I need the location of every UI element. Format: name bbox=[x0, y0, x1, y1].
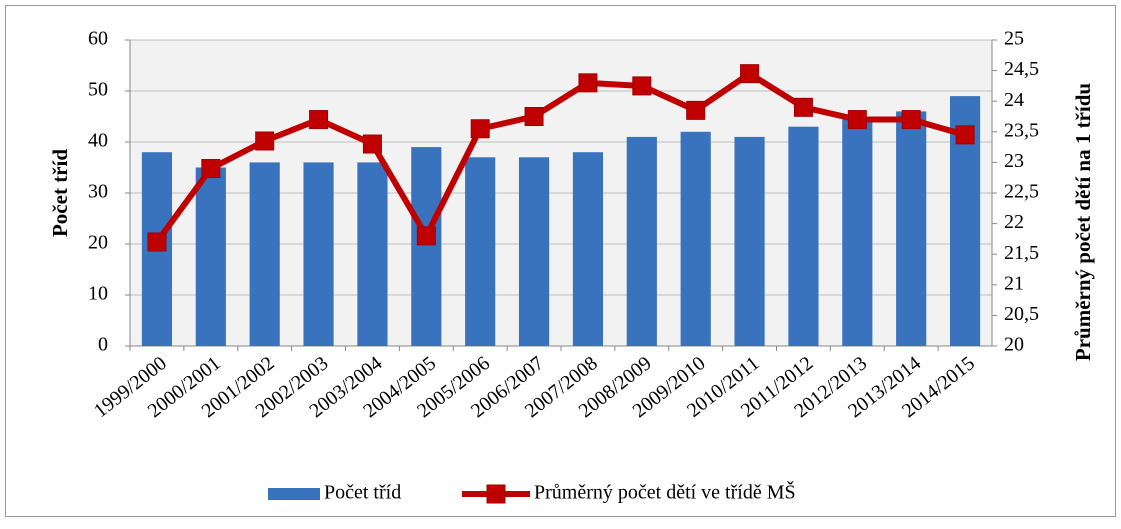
bar bbox=[572, 152, 604, 346]
y2-tick-label: 23 bbox=[1004, 150, 1024, 172]
y-tick-label: 60 bbox=[88, 28, 108, 50]
y2-tick-label: 24 bbox=[1004, 89, 1024, 111]
bar bbox=[357, 162, 388, 346]
line-marker bbox=[524, 107, 544, 126]
bar bbox=[249, 162, 280, 346]
line-marker bbox=[632, 76, 652, 96]
bar bbox=[518, 157, 550, 346]
y2-tick-label: 23,5 bbox=[1004, 119, 1039, 141]
line-marker bbox=[847, 110, 867, 130]
line-marker bbox=[255, 131, 275, 151]
line-marker bbox=[901, 110, 921, 130]
legend-label: Průměrný počet dětí ve třídě MŠ bbox=[534, 480, 796, 504]
line-marker bbox=[793, 97, 813, 117]
bar bbox=[680, 131, 711, 346]
line-marker bbox=[147, 232, 167, 252]
line-marker bbox=[416, 226, 436, 246]
y2-tick-label: 20 bbox=[1004, 334, 1024, 356]
bar bbox=[303, 162, 334, 346]
legend-marker bbox=[486, 484, 506, 504]
y2-tick-label: 20,5 bbox=[1004, 303, 1039, 325]
line-marker bbox=[578, 73, 598, 93]
line-marker bbox=[740, 64, 760, 84]
bar bbox=[626, 136, 657, 346]
y2-tick-label: 24,5 bbox=[1004, 58, 1039, 80]
y-tick-label: 40 bbox=[88, 130, 108, 152]
legend-label: Počet tříd bbox=[324, 482, 401, 504]
y-tick-label: 20 bbox=[88, 232, 108, 254]
y2-axis-title: Průměrný počet dětí na 1 třídu bbox=[1071, 83, 1095, 362]
y-tick-label: 10 bbox=[88, 283, 108, 305]
line bbox=[154, 70, 966, 244]
y2-tick-label: 25 bbox=[1004, 28, 1024, 50]
y2-tick-label: 22,5 bbox=[1004, 181, 1039, 203]
bar bbox=[195, 167, 226, 346]
y-tick-label: 30 bbox=[88, 181, 108, 203]
y-tick-label: 0 bbox=[98, 334, 108, 356]
y-axis-title: Počet tříd bbox=[48, 149, 72, 237]
line-marker bbox=[362, 134, 382, 154]
line-marker bbox=[470, 119, 490, 139]
bar bbox=[465, 157, 496, 346]
line-marker bbox=[309, 110, 329, 130]
bar bbox=[734, 136, 765, 346]
legend-swatch bbox=[268, 488, 320, 500]
line-marker bbox=[686, 100, 706, 120]
line-marker bbox=[201, 159, 221, 179]
bar bbox=[896, 111, 927, 347]
line-marker bbox=[955, 125, 975, 145]
y2-tick-label: 21,5 bbox=[1004, 242, 1039, 264]
y2-tick-label: 22 bbox=[1004, 211, 1024, 233]
bar bbox=[411, 147, 442, 346]
bar bbox=[788, 126, 819, 346]
y2-tick-label: 21 bbox=[1004, 272, 1024, 294]
y-tick-label: 50 bbox=[88, 79, 108, 101]
bar bbox=[842, 116, 873, 346]
